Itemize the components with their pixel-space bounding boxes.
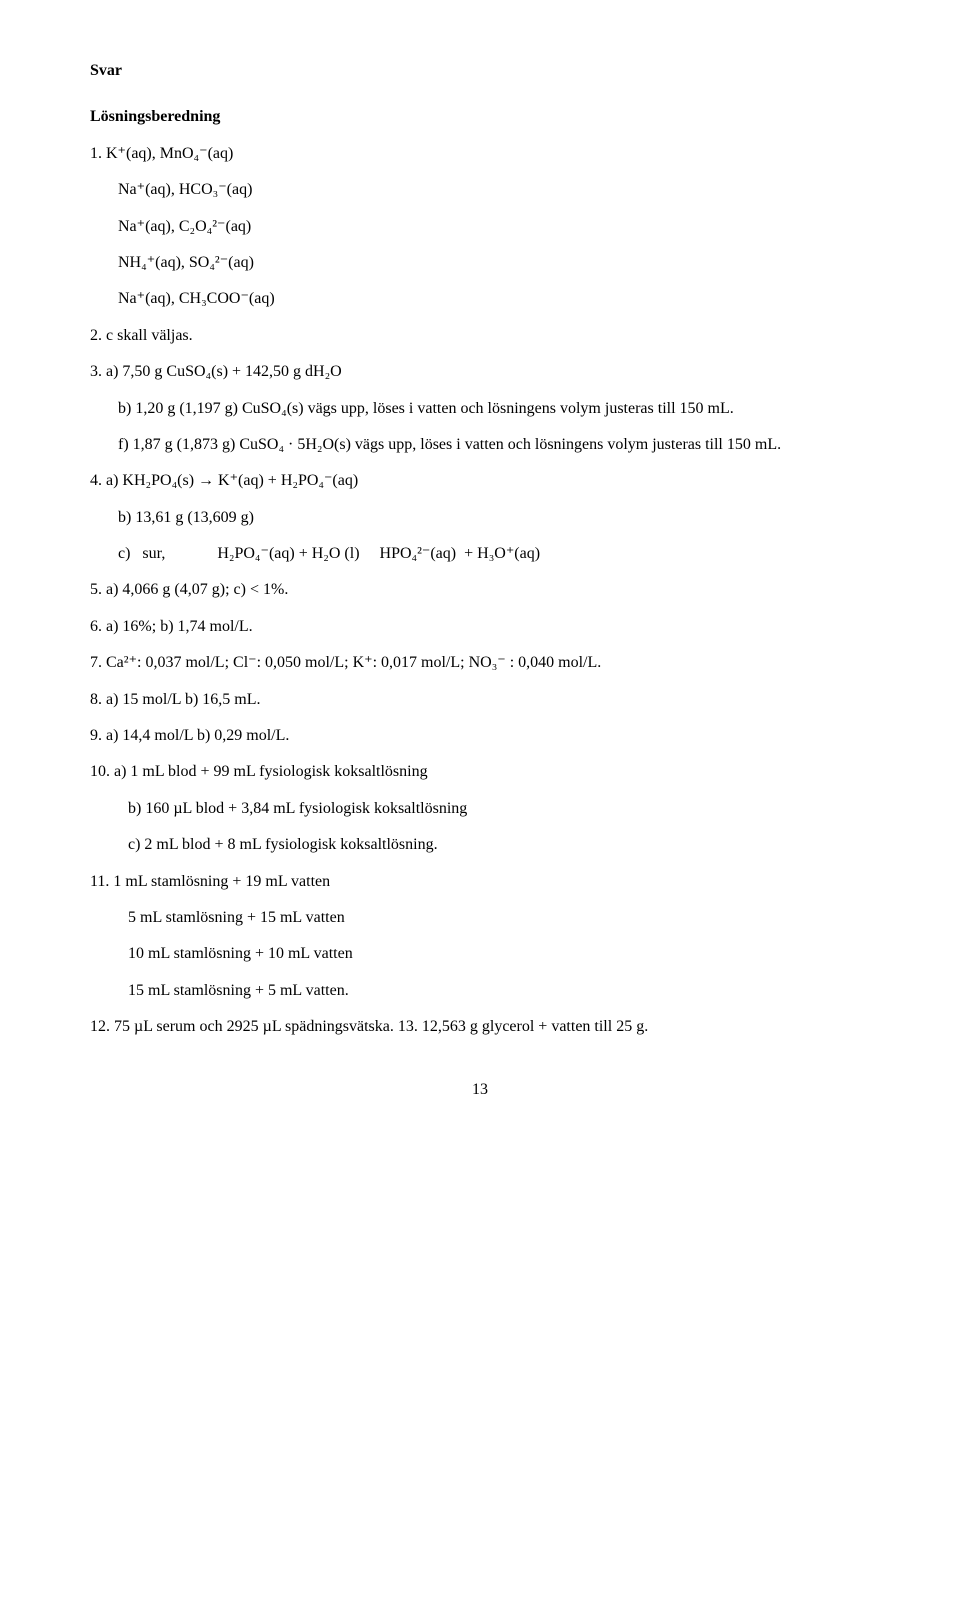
q7: 7. Ca²⁺: 0,037 mol/L; Cl⁻: 0,050 mol/L; …	[90, 652, 870, 674]
q4: 4. a) KH₂PO₄(s) → K⁺(aq) + H₂PO₄⁻(aq)	[90, 470, 870, 492]
q1-c: NH₄⁺(aq), SO₄²⁻(aq)	[118, 252, 870, 274]
q11-l2: 5 mL stamlösning + 15 mL vatten	[128, 907, 870, 929]
q4-num: 4.	[90, 472, 102, 489]
q10-b: b) 160 µL blod + 3,84 mL fysiologisk kok…	[128, 798, 870, 820]
q11: 11. 1 mL stamlösning + 19 mL vatten	[90, 871, 870, 893]
q3-num: 3.	[90, 363, 102, 380]
q1-num: 1.	[90, 145, 102, 162]
q1-a: Na⁺(aq), HCO₃⁻(aq)	[118, 179, 870, 201]
q10: 10. a) 1 mL blod + 99 mL fysiologisk kok…	[90, 761, 870, 783]
q6: 6. a) 16%; b) 1,74 mol/L.	[90, 616, 870, 638]
q1-b: Na⁺(aq), C₂O₄²⁻(aq)	[118, 216, 870, 238]
q11-l1: 1 mL stamlösning + 19 mL vatten	[113, 873, 330, 890]
q1: 1. K⁺(aq), MnO₄⁻(aq)	[90, 143, 870, 165]
q3: 3. a) 7,50 g CuSO₄(s) + 142,50 g dH₂O	[90, 361, 870, 383]
q1-main: K⁺(aq), MnO₄⁻(aq)	[106, 145, 233, 162]
q11-l3: 10 mL stamlösning + 10 mL vatten	[128, 943, 870, 965]
q4-a: a) KH₂PO₄(s) → K⁺(aq) + H₂PO₄⁻(aq)	[106, 472, 358, 489]
q11-l4: 15 mL stamlösning + 5 mL vatten.	[128, 980, 870, 1002]
q10-a: a) 1 mL blod + 99 mL fysiologisk koksalt…	[114, 763, 428, 780]
page-number: 13	[90, 1079, 870, 1101]
q4-b: b) 13,61 g (13,609 g)	[118, 507, 870, 529]
q3-f: f) 1,87 g (1,873 g) CuSO₄ · 5H₂O(s) vägs…	[118, 434, 870, 456]
q4-c: c) sur, H₂PO₄⁻(aq) + H₂O (l) HPO₄²⁻(aq) …	[118, 543, 870, 565]
q11-num: 11.	[90, 873, 109, 890]
q2: 2. c skall väljas.	[90, 325, 870, 347]
q8: 8. a) 15 mol/L b) 16,5 mL.	[90, 689, 870, 711]
q12: 12. 75 µL serum och 2925 µL spädningsvät…	[90, 1016, 870, 1038]
q9: 9. a) 14,4 mol/L b) 0,29 mol/L.	[90, 725, 870, 747]
q3-a: a) 7,50 g CuSO₄(s) + 142,50 g dH₂O	[106, 363, 342, 380]
q10-num: 10.	[90, 763, 110, 780]
q5: 5. a) 4,066 g (4,07 g); c) < 1%.	[90, 579, 870, 601]
q10-c: c) 2 mL blod + 8 mL fysiologisk koksaltl…	[128, 834, 870, 856]
q3-b: b) 1,20 g (1,197 g) CuSO₄(s) vägs upp, l…	[118, 398, 870, 420]
q1-d: Na⁺(aq), CH₃COO⁻(aq)	[118, 288, 870, 310]
page-title: Svar	[90, 60, 870, 82]
section-heading: Lösningsberedning	[90, 106, 870, 128]
